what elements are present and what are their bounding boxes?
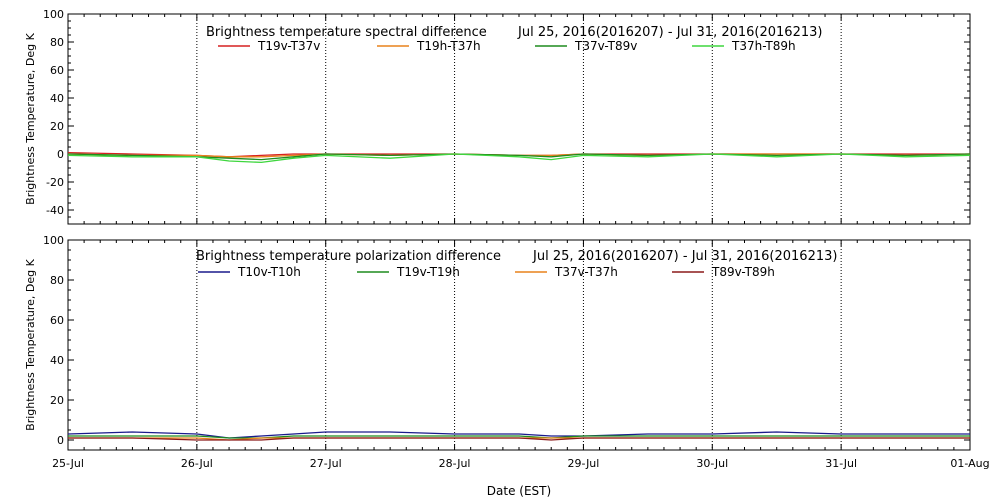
y-tick-label: 40 <box>50 92 64 105</box>
x-axis-label: Date (EST) <box>487 484 551 498</box>
series-line <box>67 153 971 161</box>
grid-lines <box>67 14 971 224</box>
y-tick-label: 80 <box>50 36 64 49</box>
y-ticks: -40 -20 0 20 40 60 80 100 <box>43 8 970 225</box>
legend: T19v-T37v T19h-T37h T37v-T89v T37h-T89h <box>218 39 796 53</box>
y-tick-label: 60 <box>50 314 64 327</box>
legend-label: T19h-T37h <box>416 39 481 53</box>
legend-label: T37v-T37h <box>554 265 618 279</box>
x-tick-label: 01-Aug <box>950 457 989 470</box>
y-tick-label: 0 <box>57 148 64 161</box>
x-tick-label: 26-Jul <box>181 457 213 470</box>
y-tick-label: 100 <box>43 8 64 21</box>
chart-title: Brightness temperature spectral differen… <box>206 25 487 40</box>
x-tick-label: 29-Jul <box>567 457 599 470</box>
legend-label: T89v-T89h <box>711 265 775 279</box>
grid-lines <box>67 240 971 450</box>
series-line <box>68 437 970 441</box>
legend-label: T37h-T89h <box>731 39 796 53</box>
legend-label: T19v-T37v <box>257 39 320 53</box>
x-tick-label: 27-Jul <box>310 457 342 470</box>
legend: T10v-T10h T19v-T19h T37v-T37h T89v-T89h <box>198 265 775 279</box>
y-tick-label: 40 <box>50 354 64 367</box>
y-ticks: 0 20 40 60 80 100 <box>43 234 970 451</box>
series-lines <box>67 151 971 164</box>
chart-subtitle: Jul 25, 2016(2016207) - Jul 31, 2016(201… <box>517 25 822 40</box>
y-tick-label: -40 <box>46 204 64 217</box>
legend-label: T19v-T19h <box>396 265 460 279</box>
y-tick-label: 80 <box>50 274 64 287</box>
legend-label: T10v-T10h <box>237 265 301 279</box>
y-tick-label: 60 <box>50 64 64 77</box>
chart-subtitle: Jul 25, 2016(2016207) - Jul 31, 2016(201… <box>532 249 837 264</box>
x-ticks: 25-Jul 26-Jul 27-Jul 28-Jul 29-Jul 30-Jul 31-J… <box>52 457 990 470</box>
polarization-difference-panel: Brightness temperature polarization diff… <box>24 234 990 498</box>
spectral-difference-panel: Brightness temperature spectral differen… <box>24 8 971 225</box>
y-tick-label: -20 <box>46 176 64 189</box>
y-tick-label: 20 <box>50 394 64 407</box>
chart-title: Brightness temperature polarization diff… <box>196 249 501 264</box>
x-tick-label: 25-Jul <box>52 457 84 470</box>
x-tick-label: 30-Jul <box>696 457 728 470</box>
y-axis-label: Brightness Temperature, Deg K <box>24 32 37 204</box>
x-tick-label: 31-Jul <box>825 457 857 470</box>
series-lines <box>67 431 970 441</box>
y-tick-label: 20 <box>50 120 64 133</box>
series-line <box>68 435 970 439</box>
series-line <box>67 153 971 164</box>
legend-label: T37v-T89v <box>574 39 637 53</box>
y-axis-label: Brightness Temperature, Deg K <box>24 258 37 430</box>
y-tick-label: 0 <box>57 434 64 447</box>
x-tick-label: 28-Jul <box>439 457 471 470</box>
y-tick-label: 100 <box>43 234 64 247</box>
